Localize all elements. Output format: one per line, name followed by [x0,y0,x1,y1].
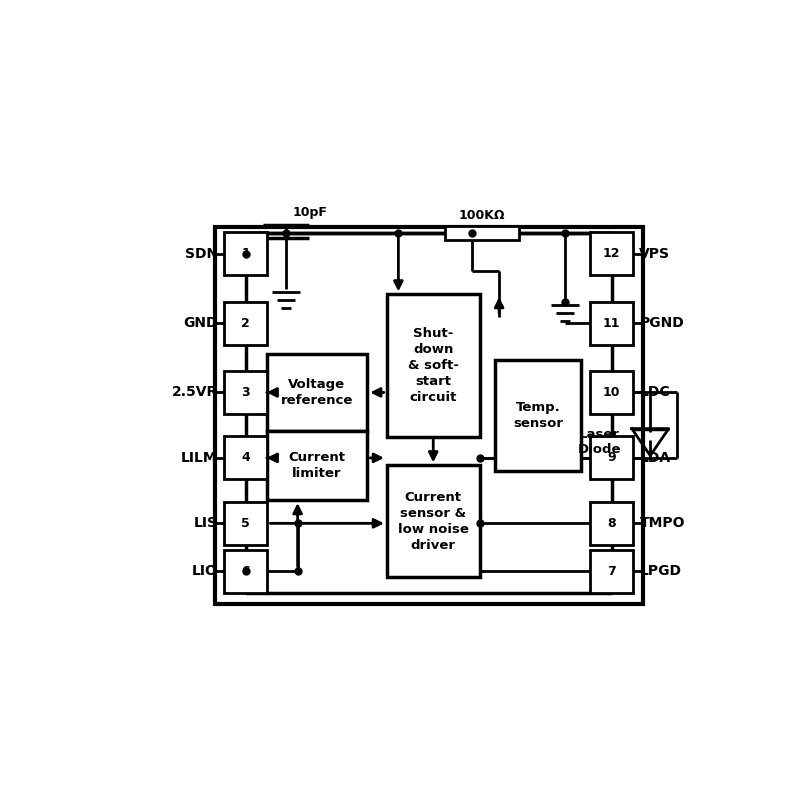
Text: LIO: LIO [192,564,218,578]
Text: Laser
Diode: Laser Diode [578,428,621,456]
Bar [590,302,634,345]
Text: 9: 9 [607,451,616,464]
Text: 2: 2 [242,317,250,330]
Text: 10: 10 [602,386,620,399]
Text: LDC: LDC [639,386,670,399]
Text: 8: 8 [607,517,616,530]
Bar [224,371,267,414]
Text: GND: GND [183,316,218,330]
Text: LDA: LDA [639,451,670,465]
Text: LILM: LILM [181,451,218,465]
Text: 12: 12 [602,247,620,260]
Text: 11: 11 [602,317,620,330]
Text: 3: 3 [242,386,250,399]
Text: Current
limiter: Current limiter [289,451,346,480]
Bar [214,227,642,604]
Text: 100KΩ: 100KΩ [458,210,505,222]
Text: VPS: VPS [639,247,670,261]
Bar [266,431,367,500]
Text: 7: 7 [607,565,616,578]
Bar [590,436,634,479]
Text: 4: 4 [242,451,250,464]
Text: TMPO: TMPO [639,516,685,530]
Bar [386,466,480,577]
Bar [224,436,267,479]
Text: SDN: SDN [185,247,218,261]
Bar [266,354,367,431]
Text: Voltage
reference: Voltage reference [281,378,353,407]
Bar [590,550,634,593]
Text: 10pF: 10pF [292,206,327,219]
Text: PGND: PGND [639,316,684,330]
Text: Shut-
down
& soft-
start
circuit: Shut- down & soft- start circuit [408,327,458,404]
Text: 1: 1 [242,247,250,260]
Text: Current
sensor &
low noise
driver: Current sensor & low noise driver [398,490,469,551]
Text: Temp.
sensor: Temp. sensor [513,401,563,430]
Text: 5: 5 [242,517,250,530]
Bar [224,232,267,275]
Bar [386,294,480,437]
Text: 2.5VR: 2.5VR [171,386,218,399]
Bar [590,232,634,275]
Text: LIS: LIS [194,516,218,530]
Bar [590,502,634,545]
Bar [445,226,518,240]
Text: LPGD: LPGD [639,564,682,578]
Bar [495,360,581,471]
Text: 6: 6 [242,565,250,578]
Bar [224,302,267,345]
Bar [224,550,267,593]
Bar [590,371,634,414]
Bar [224,502,267,545]
